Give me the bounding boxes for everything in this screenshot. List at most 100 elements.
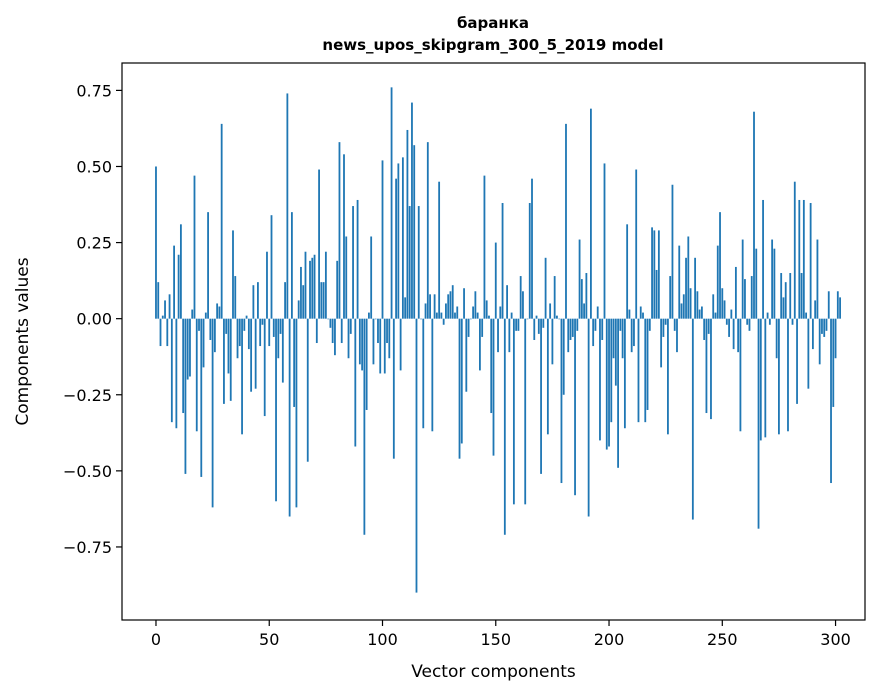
bar <box>463 288 465 319</box>
bar <box>311 257 314 319</box>
bar <box>458 318 461 459</box>
bar <box>796 318 798 404</box>
y-axis-label: Components values <box>13 257 33 425</box>
bar <box>612 318 615 359</box>
bar <box>725 318 728 325</box>
bar <box>300 266 302 319</box>
bar <box>594 318 597 331</box>
bar <box>272 318 275 337</box>
bar <box>302 285 305 319</box>
bar <box>365 318 368 410</box>
bar <box>177 254 180 319</box>
bar <box>368 312 370 319</box>
bar <box>449 291 452 319</box>
bar <box>778 318 780 435</box>
bar <box>714 312 717 319</box>
bar <box>501 203 504 319</box>
bar <box>766 312 769 319</box>
bar <box>610 318 613 423</box>
bar <box>438 181 441 319</box>
bar <box>209 318 212 340</box>
bar <box>639 306 642 319</box>
bar <box>390 87 393 319</box>
bar <box>164 300 166 319</box>
bar <box>814 300 817 319</box>
bar <box>780 273 783 319</box>
bar <box>664 318 667 325</box>
bar <box>266 251 268 319</box>
bar <box>508 318 511 353</box>
bar <box>646 318 649 410</box>
bar <box>601 318 604 340</box>
bar <box>698 309 701 319</box>
bar <box>723 300 726 319</box>
bar <box>306 318 309 462</box>
y-tick-label: 0.25 <box>76 234 112 253</box>
bar <box>637 318 640 423</box>
bar <box>691 318 694 520</box>
bar <box>155 166 157 319</box>
bar <box>746 318 749 325</box>
bar <box>247 318 250 350</box>
bar <box>784 282 787 319</box>
bar <box>340 318 343 344</box>
chart-subtitle: news_upos_skipgram_300_5_2019 model <box>322 36 663 54</box>
bar <box>218 306 221 319</box>
bar <box>694 257 697 319</box>
bar <box>737 318 740 353</box>
bar <box>485 300 488 319</box>
bar <box>565 123 567 319</box>
bar <box>445 303 447 319</box>
bar <box>377 318 379 344</box>
bar <box>734 266 737 319</box>
bar <box>345 236 348 319</box>
bar <box>234 276 237 319</box>
bar <box>524 318 527 505</box>
bar <box>798 199 801 319</box>
bar <box>528 203 531 319</box>
bar <box>363 318 366 535</box>
bar <box>642 312 644 319</box>
bar <box>793 181 796 319</box>
bar <box>170 318 173 423</box>
bar <box>707 318 710 334</box>
bar <box>207 212 209 319</box>
bar <box>182 318 185 414</box>
bar <box>238 318 241 347</box>
bar <box>689 288 692 319</box>
bar <box>241 318 243 435</box>
bar <box>603 163 606 319</box>
bar <box>542 318 545 328</box>
bar <box>512 318 515 505</box>
bar <box>465 318 468 392</box>
bar <box>811 318 814 350</box>
bar <box>275 318 277 502</box>
bar <box>494 242 497 319</box>
bar <box>454 312 456 319</box>
x-tick-label: 100 <box>367 630 398 649</box>
bar <box>293 318 296 407</box>
bar <box>229 318 232 401</box>
bar <box>279 318 282 334</box>
bar <box>406 129 409 319</box>
bar <box>605 318 608 450</box>
bar <box>628 309 631 319</box>
bar <box>816 239 819 319</box>
bar <box>827 291 830 319</box>
bar <box>320 282 323 319</box>
bar <box>764 318 767 438</box>
bar <box>424 303 427 319</box>
bar <box>168 294 171 319</box>
bar <box>370 236 373 319</box>
bar <box>830 318 832 484</box>
bar <box>744 279 746 319</box>
bar <box>580 279 583 319</box>
bar <box>671 184 674 319</box>
y-tick-label: 0.00 <box>76 310 112 329</box>
bar <box>349 318 352 334</box>
bar <box>198 318 200 331</box>
bar <box>193 175 196 319</box>
bar <box>775 318 778 359</box>
bar <box>254 318 257 389</box>
